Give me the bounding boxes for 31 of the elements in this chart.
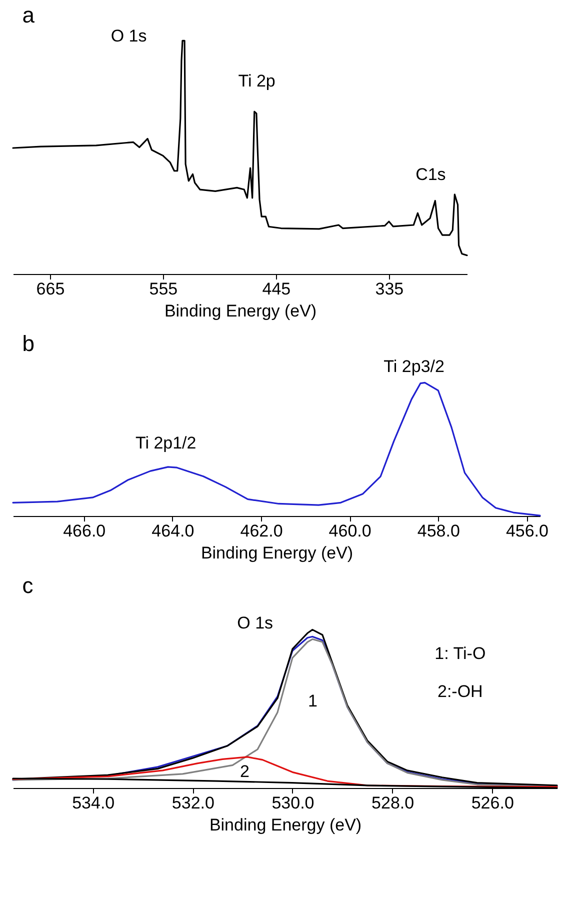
annotation: O 1s xyxy=(110,26,147,46)
x-tick-label: 464.0 xyxy=(152,522,194,540)
x-tick-label: 335 xyxy=(375,280,404,298)
x-tick-label: 456.0 xyxy=(506,522,548,540)
text: Ti 2p3/2 xyxy=(384,357,444,376)
x-tick-label: 532.0 xyxy=(172,794,214,812)
x-tick-label: 534.0 xyxy=(72,794,115,812)
annotation: 1 xyxy=(308,692,318,711)
x-tick-label: 466.0 xyxy=(63,522,106,540)
chart-title: c xyxy=(22,573,34,598)
x-tick-label: 665 xyxy=(36,280,65,298)
annotation: 2 xyxy=(240,762,250,781)
annotation: O 1s xyxy=(237,614,274,633)
x-tick-label: 528.0 xyxy=(372,794,414,812)
x-tick-label: 526.0 xyxy=(471,794,514,812)
x-axis-title: Binding Energy (eV) xyxy=(200,544,354,562)
chart-title: a xyxy=(22,2,36,28)
x-tick-label: 460.0 xyxy=(328,522,372,540)
annotation: 1: Ti-O xyxy=(434,644,486,664)
annotation: Ti 2p1/2 xyxy=(135,434,196,453)
chart-title: b xyxy=(22,331,34,356)
annotation: C1s xyxy=(416,165,446,184)
x-tick-label: 458.0 xyxy=(417,522,460,540)
x-tick-label: 445 xyxy=(262,280,291,298)
x-axis-title: Binding Energy (eV) xyxy=(164,302,317,320)
x-tick-label: 530.0 xyxy=(272,794,314,812)
annotation: 2:-OH xyxy=(437,682,483,702)
x-tick-label: 555 xyxy=(149,280,178,298)
x-axis-title: Binding Energy (eV) xyxy=(209,816,362,834)
x-tick-label: 462.0 xyxy=(240,522,283,540)
annotation: Ti 2p xyxy=(238,72,276,91)
